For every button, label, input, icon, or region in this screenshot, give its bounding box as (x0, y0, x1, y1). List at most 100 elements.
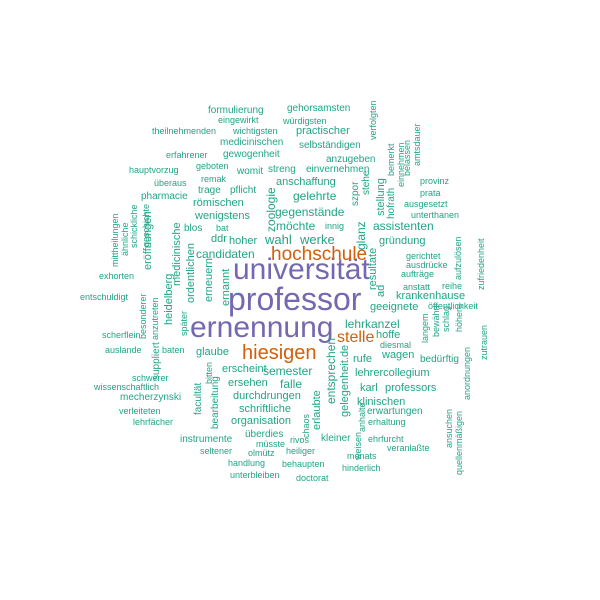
word: chaos (301, 413, 311, 438)
word: ansuchen (444, 408, 454, 448)
word: besonderer (138, 293, 148, 339)
word: würdigsten (283, 116, 327, 126)
word: ersehen (228, 377, 268, 389)
word: entsprechen (324, 337, 338, 404)
word: stellung (375, 178, 387, 216)
word-hiesigen: hiesigen (242, 342, 317, 364)
word: möchte (276, 219, 316, 233)
word: höhere (454, 303, 464, 332)
word-hochschule: hochschule (271, 244, 368, 265)
word: seltener (200, 446, 233, 456)
word: wichtigsten (233, 126, 278, 136)
word: resultate (367, 247, 379, 290)
word: lehrfächer (133, 417, 174, 427)
word: olmütz (248, 448, 275, 458)
word: erscheint (222, 363, 267, 375)
word: innig (325, 221, 345, 231)
word-professor: professor (228, 281, 362, 317)
word: stehe (361, 170, 372, 195)
word: mittheilungen (110, 213, 120, 267)
word: römischen (193, 197, 244, 209)
word: behaupten (282, 459, 325, 469)
word: überdies (245, 429, 284, 440)
word: anschaffung (276, 176, 336, 188)
word: anhalte (357, 402, 367, 432)
word-universitaet: universität (233, 253, 370, 286)
word: heidelberg (163, 273, 175, 325)
word: gründung (379, 235, 426, 247)
word: geboten (196, 161, 229, 171)
word: ehrfurcht (368, 434, 404, 444)
word: durchdrungen (233, 390, 301, 402)
word: theilnehmenden (152, 126, 217, 136)
word: auslande (105, 345, 142, 355)
word: hofrath (386, 187, 397, 219)
word: falle (280, 377, 303, 391)
word: baten (162, 345, 185, 355)
word: exhorten (99, 271, 135, 281)
word: karl (360, 382, 378, 394)
word: pflicht (230, 185, 257, 196)
word: streng (268, 164, 296, 175)
word: bedürftig (420, 354, 459, 365)
word: ordentlichen (185, 243, 197, 303)
word: lehrkanzel (345, 317, 400, 331)
word: gegenstände (275, 205, 345, 219)
word: szpor (350, 181, 361, 206)
word: langem (420, 313, 430, 343)
word: aufträge (401, 269, 435, 279)
word: schriftliche (239, 403, 291, 415)
word: anstatt (403, 282, 431, 292)
word: rufe (353, 353, 372, 365)
word: aufzulösen (453, 236, 463, 280)
word: schlag (441, 305, 451, 332)
word: practischer (296, 125, 350, 137)
word: krankenhause (396, 290, 466, 302)
word: diesmal (380, 340, 412, 350)
word: rivos (290, 435, 310, 445)
word: verfolgten (368, 100, 378, 140)
word: hoffe (376, 329, 401, 341)
word: gelegenheit.de (339, 344, 351, 417)
word: bearbeitung (210, 376, 221, 429)
word: pharmacie (141, 191, 188, 202)
word: unterthanen (411, 210, 460, 220)
word: wahl (265, 232, 292, 247)
word: erlaubte (311, 390, 323, 430)
word: zoologie (264, 187, 278, 232)
word: selbständigen (299, 140, 361, 151)
word: ad (375, 284, 387, 297)
word: wenigstens (195, 210, 251, 222)
word: ausdrücke (406, 260, 448, 270)
word: organisation (231, 415, 291, 427)
word: gerichtet (406, 251, 441, 261)
word: geschichte (141, 203, 151, 247)
word: monats (347, 451, 377, 461)
word: hinderlich (342, 463, 381, 473)
word: doctorat (296, 473, 329, 483)
word: provinz (420, 176, 450, 186)
word: später (179, 310, 189, 336)
word: kleiner (321, 433, 351, 444)
word: zutrauen (479, 324, 489, 360)
word: amtsdauer (412, 123, 422, 166)
word: quellenmäßigen (454, 410, 464, 475)
word: trage (198, 185, 221, 196)
word: schickliche (129, 204, 139, 248)
word: glaube (196, 346, 230, 358)
word: veranlaßte (387, 443, 430, 453)
word: erfahrener (166, 150, 208, 160)
word: bewährt (431, 304, 441, 337)
word: instrumente (180, 434, 233, 445)
word: hauptvorzug (129, 165, 179, 175)
word: ausgesetzt (404, 199, 448, 209)
word: mecherzynski (120, 392, 182, 403)
word: belassen (402, 139, 412, 176)
word: werke (300, 232, 335, 247)
word: schwerer (132, 373, 169, 383)
word: anordnungen (462, 346, 472, 400)
word: anzugeben (326, 154, 376, 165)
word: assistenten (373, 219, 434, 233)
word: hoher (229, 235, 258, 247)
